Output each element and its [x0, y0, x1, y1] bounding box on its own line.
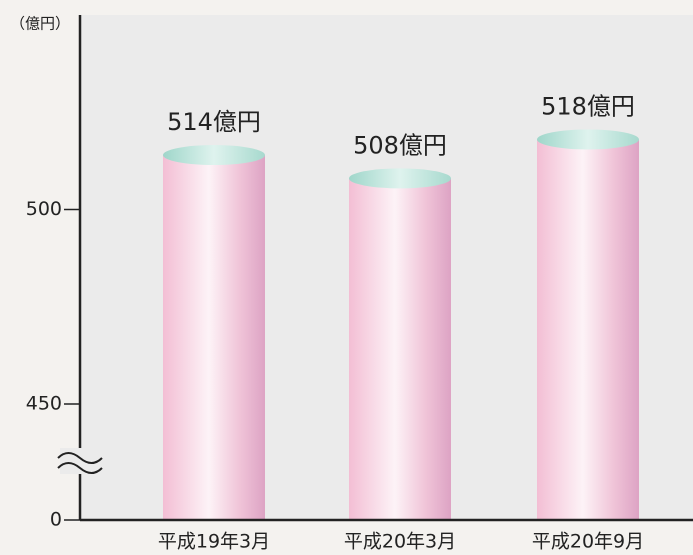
y-tick-label: 500 — [26, 198, 62, 220]
y-tick-label: 0 — [50, 509, 62, 531]
x-tick-label: 平成19年3月 — [158, 531, 270, 553]
bar — [163, 155, 265, 521]
bar-cap — [537, 129, 639, 150]
x-tick-label: 平成20年3月 — [344, 531, 456, 553]
bar-cap — [163, 145, 265, 166]
value-label: 508億円 — [353, 131, 447, 159]
bar — [349, 178, 451, 520]
bar — [537, 139, 639, 521]
x-tick-label: 平成20年9月 — [532, 531, 644, 553]
value-label: 518億円 — [541, 92, 635, 120]
axis-break — [57, 448, 104, 474]
y-axis-label: （億円） — [10, 15, 70, 33]
value-label: 514億円 — [167, 108, 261, 136]
y-tick-label: 450 — [26, 393, 62, 415]
bar-cap — [349, 168, 451, 189]
